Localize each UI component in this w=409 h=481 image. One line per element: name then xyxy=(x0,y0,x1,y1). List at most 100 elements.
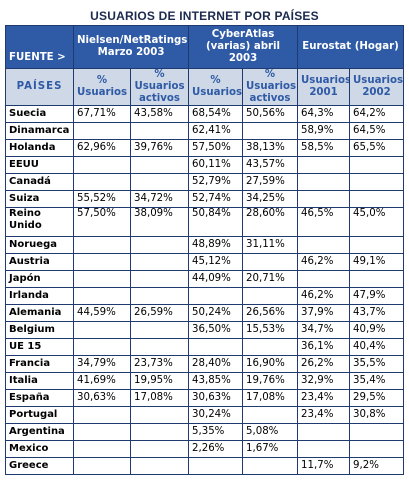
value-cell: 36,50% xyxy=(188,321,243,339)
value-cell xyxy=(241,338,299,356)
value-cell: 40,9% xyxy=(349,321,405,339)
value-cell: 50,84% xyxy=(188,207,243,237)
country-cell: Argentina xyxy=(5,423,74,441)
col-header: Usuarios 2002 xyxy=(349,68,405,106)
value-cell: 55,52% xyxy=(73,190,131,208)
value-cell: 34,79% xyxy=(73,355,131,373)
value-cell: 45,12% xyxy=(188,253,243,271)
table-row: Mexico 2,26% 1,67% xyxy=(5,440,405,458)
value-cell: 11,7% xyxy=(297,457,351,475)
value-cell xyxy=(297,156,351,174)
table-row: España 30,63% 17,08% 30,63% 17,08% 23,4% 29,5% xyxy=(5,389,405,407)
value-cell: 23,4% xyxy=(297,406,351,424)
country-cell: Japón xyxy=(5,270,74,288)
value-cell xyxy=(130,270,189,288)
value-cell: 1,67% xyxy=(241,440,299,458)
value-cell: 28,40% xyxy=(188,355,243,373)
value-cell xyxy=(349,156,405,174)
value-cell xyxy=(241,253,299,271)
value-cell xyxy=(73,457,131,475)
value-cell xyxy=(73,122,131,140)
value-cell: 52,79% xyxy=(188,173,243,191)
country-cell: Belgium xyxy=(5,321,74,339)
value-cell: 65,5% xyxy=(349,139,405,157)
value-cell xyxy=(73,156,131,174)
value-cell: 9,2% xyxy=(349,457,405,475)
value-cell xyxy=(73,406,131,424)
value-cell: 31,11% xyxy=(241,236,299,254)
table-title: USUARIOS DE INTERNET POR PAÍSES xyxy=(90,9,319,23)
source-cyberatlas: CyberAtlas (varias) abril 2003 xyxy=(187,25,299,69)
table-row: Austria 45,12% 46,2% 49,1% xyxy=(5,253,405,271)
country-cell: Holanda xyxy=(5,139,74,157)
country-cell: Italia xyxy=(5,372,74,390)
value-cell: 49,1% xyxy=(349,253,405,271)
value-cell xyxy=(130,156,189,174)
value-cell xyxy=(188,338,243,356)
value-cell: 32,9% xyxy=(297,372,351,390)
value-cell xyxy=(241,457,299,475)
value-cell: 48,89% xyxy=(188,236,243,254)
value-cell xyxy=(349,173,405,191)
table-row: Suiza 55,52% 34,72% 52,74% 34,25% xyxy=(5,190,405,208)
value-cell xyxy=(349,270,405,288)
value-cell: 43,57% xyxy=(241,156,299,174)
country-cell: Suiza xyxy=(5,190,74,208)
value-cell xyxy=(130,173,189,191)
value-cell xyxy=(241,406,299,424)
value-cell xyxy=(73,440,131,458)
value-cell xyxy=(297,270,351,288)
value-cell: 29,5% xyxy=(349,389,405,407)
value-cell: 23,4% xyxy=(297,389,351,407)
value-cell: 62,96% xyxy=(73,139,131,157)
country-cell: UE 15 xyxy=(5,338,74,356)
value-cell: 67,71% xyxy=(73,105,131,123)
value-cell: 62,41% xyxy=(188,122,243,140)
source-eurostat: Eurostat (Hogar) xyxy=(297,25,405,69)
source-nielsen: Nielsen/NetRatings Marzo 2003 xyxy=(73,25,189,69)
table-row: Reino Unido 57,50% 38,09% 50,84% 28,60% 46,5%… xyxy=(5,207,405,237)
value-cell: 57,50% xyxy=(188,139,243,157)
value-cell: 58,9% xyxy=(297,122,351,140)
value-cell xyxy=(130,236,189,254)
country-cell: Greece xyxy=(5,457,74,475)
value-cell: 23,73% xyxy=(130,355,189,373)
value-cell: 40,4% xyxy=(349,338,405,356)
fuente-label: FUENTE > xyxy=(5,25,74,69)
value-cell: 28,60% xyxy=(241,207,299,237)
value-cell xyxy=(73,338,131,356)
value-cell xyxy=(349,236,405,254)
value-cell: 64,2% xyxy=(349,105,405,123)
value-cell xyxy=(188,287,243,305)
value-cell: 35,4% xyxy=(349,372,405,390)
table-row: UE 15 36,1% 40,4% xyxy=(5,338,405,356)
value-cell: 19,76% xyxy=(241,372,299,390)
value-cell: 37,9% xyxy=(297,304,351,322)
value-cell: 17,08% xyxy=(241,389,299,407)
value-cell: 27,59% xyxy=(241,173,299,191)
table-row: Suecia 67,71% 43,58% 68,54% 50,56% 64,3% 64,2% xyxy=(5,105,405,123)
value-cell: 46,2% xyxy=(297,287,351,305)
value-cell: 19,95% xyxy=(130,372,189,390)
country-cell: Dinamarca xyxy=(5,122,74,140)
country-cell: EEUU xyxy=(5,156,74,174)
internet-users-table: FUENTE > Nielsen/NetRatings Marzo 2003 C… xyxy=(5,25,405,475)
value-cell xyxy=(73,270,131,288)
table-row: Argentina 5,35% 5,08% xyxy=(5,423,405,441)
value-cell xyxy=(241,122,299,140)
value-cell: 50,24% xyxy=(188,304,243,322)
value-cell xyxy=(241,287,299,305)
value-cell xyxy=(73,423,131,441)
value-cell xyxy=(130,287,189,305)
value-cell xyxy=(349,440,405,458)
table-row: Francia 34,79% 23,73% 28,40% 16,90% 26,2% 35,5… xyxy=(5,355,405,373)
value-cell: 43,7% xyxy=(349,304,405,322)
value-cell: 2,26% xyxy=(188,440,243,458)
value-cell: 44,09% xyxy=(188,270,243,288)
table-row: Irlanda 46,2% 47,9% xyxy=(5,287,405,305)
table-row: Holanda 62,96% 39,76% 57,50% 38,13% 58,5% 65,5… xyxy=(5,139,405,157)
country-cell: Reino Unido xyxy=(5,207,74,237)
value-cell: 16,90% xyxy=(241,355,299,373)
value-cell: 43,58% xyxy=(130,105,189,123)
table-row: Canadá 52,79% 27,59% xyxy=(5,173,405,191)
